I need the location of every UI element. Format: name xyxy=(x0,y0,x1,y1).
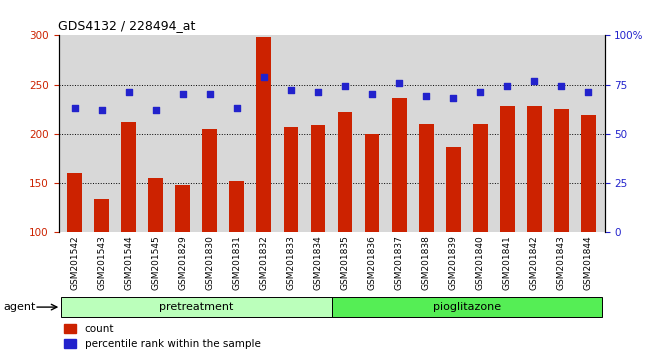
Bar xyxy=(94,199,109,232)
Point xyxy=(313,90,323,95)
Bar xyxy=(500,106,515,232)
Text: agent: agent xyxy=(3,302,36,312)
Text: GSM201837: GSM201837 xyxy=(395,235,404,290)
Text: GSM201839: GSM201839 xyxy=(448,235,458,290)
Bar xyxy=(419,124,434,232)
Text: pioglitazone: pioglitazone xyxy=(433,302,500,312)
Bar xyxy=(311,125,326,232)
Legend: count, percentile rank within the sample: count, percentile rank within the sample xyxy=(64,324,261,349)
Point xyxy=(583,90,593,95)
Bar xyxy=(176,185,190,232)
Point xyxy=(286,87,296,93)
Bar xyxy=(581,115,595,232)
Text: GSM201836: GSM201836 xyxy=(367,235,376,290)
Text: GSM201542: GSM201542 xyxy=(70,235,79,290)
Bar xyxy=(61,297,332,318)
Text: GSM201832: GSM201832 xyxy=(259,235,268,290)
Point xyxy=(502,84,512,89)
Text: GSM201829: GSM201829 xyxy=(178,235,187,290)
Text: GSM201838: GSM201838 xyxy=(422,235,430,290)
Text: GSM201842: GSM201842 xyxy=(530,235,539,290)
Point xyxy=(151,107,161,113)
Text: GSM201830: GSM201830 xyxy=(205,235,214,290)
Text: GSM201544: GSM201544 xyxy=(124,235,133,290)
Point xyxy=(124,90,134,95)
Point xyxy=(475,90,486,95)
Point xyxy=(448,96,458,101)
Text: pretreatment: pretreatment xyxy=(159,302,233,312)
Text: GSM201834: GSM201834 xyxy=(313,235,322,290)
Bar xyxy=(392,98,406,232)
Bar xyxy=(526,106,541,232)
Text: GSM201833: GSM201833 xyxy=(287,235,296,290)
Point xyxy=(231,105,242,111)
Bar xyxy=(337,112,352,232)
Point xyxy=(70,105,80,111)
Point xyxy=(259,74,269,80)
Text: GSM201843: GSM201843 xyxy=(557,235,566,290)
Point xyxy=(205,92,215,97)
Bar xyxy=(257,38,271,232)
Text: GSM201841: GSM201841 xyxy=(502,235,512,290)
Text: GSM201835: GSM201835 xyxy=(341,235,350,290)
Bar xyxy=(473,124,488,232)
Bar xyxy=(202,129,217,232)
Text: GDS4132 / 228494_at: GDS4132 / 228494_at xyxy=(58,19,196,32)
Bar xyxy=(554,109,569,232)
Point xyxy=(367,92,377,97)
Text: GSM201543: GSM201543 xyxy=(98,235,106,290)
Point xyxy=(340,84,350,89)
Text: GSM201844: GSM201844 xyxy=(584,235,593,290)
Bar xyxy=(68,173,82,232)
Text: GSM201545: GSM201545 xyxy=(151,235,161,290)
Bar xyxy=(332,297,602,318)
Bar xyxy=(122,122,136,232)
Point xyxy=(556,84,566,89)
Point xyxy=(177,92,188,97)
Text: GSM201831: GSM201831 xyxy=(233,235,241,290)
Bar xyxy=(446,147,461,232)
Point xyxy=(97,107,107,113)
Bar xyxy=(148,178,163,232)
Bar xyxy=(283,127,298,232)
Point xyxy=(529,78,539,84)
Point xyxy=(421,93,432,99)
Bar xyxy=(365,133,380,232)
Bar xyxy=(229,181,244,232)
Point xyxy=(394,80,404,85)
Text: GSM201840: GSM201840 xyxy=(476,235,485,290)
